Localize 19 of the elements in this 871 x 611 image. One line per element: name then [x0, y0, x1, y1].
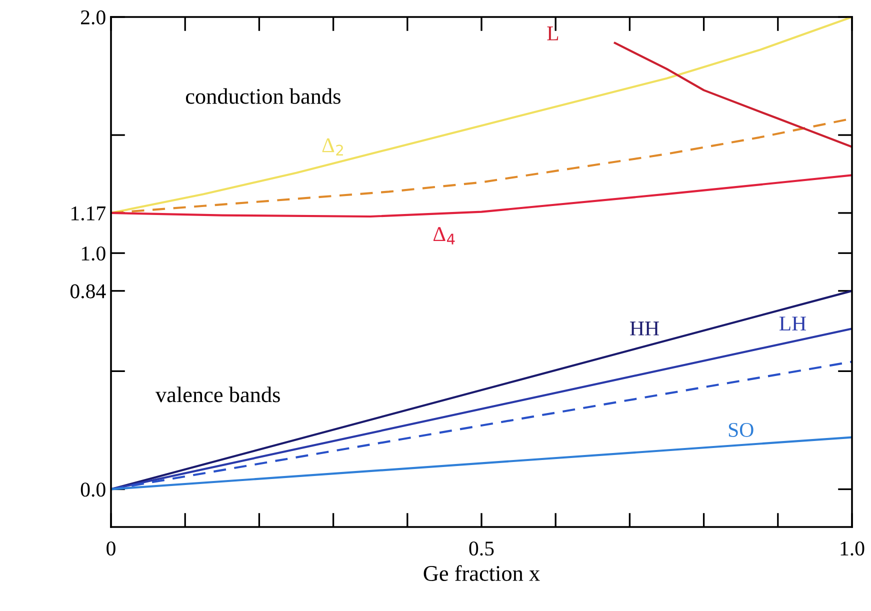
series-label: SO [728, 422, 754, 437]
x-axis-title: Ge fraction x [424, 565, 540, 581]
series-label: HH [630, 322, 659, 336]
y-tick-label: 1.0 [82, 246, 106, 261]
x-tick-label: 0.5 [469, 541, 494, 556]
y-tick-label: 2.0 [81, 10, 106, 25]
series-label: LH [779, 316, 806, 330]
x-tick-label: 1.0 [840, 541, 864, 556]
annotation: conduction bands [186, 88, 340, 104]
line-series [111, 174, 852, 218]
y-tick-label: 0.84 [70, 284, 106, 298]
text: L [547, 26, 558, 40]
annotation: valence bands [155, 386, 280, 402]
y-tick-label: 0.0 [80, 482, 106, 497]
y-tick-label: 1.17 [72, 206, 106, 220]
series-label: Δ$_{2}$ [322, 138, 343, 156]
x-tick-label: 0 [106, 541, 116, 556]
line-series [614, 42, 852, 148]
series-label: Δ$_{4}$ [433, 227, 455, 244]
